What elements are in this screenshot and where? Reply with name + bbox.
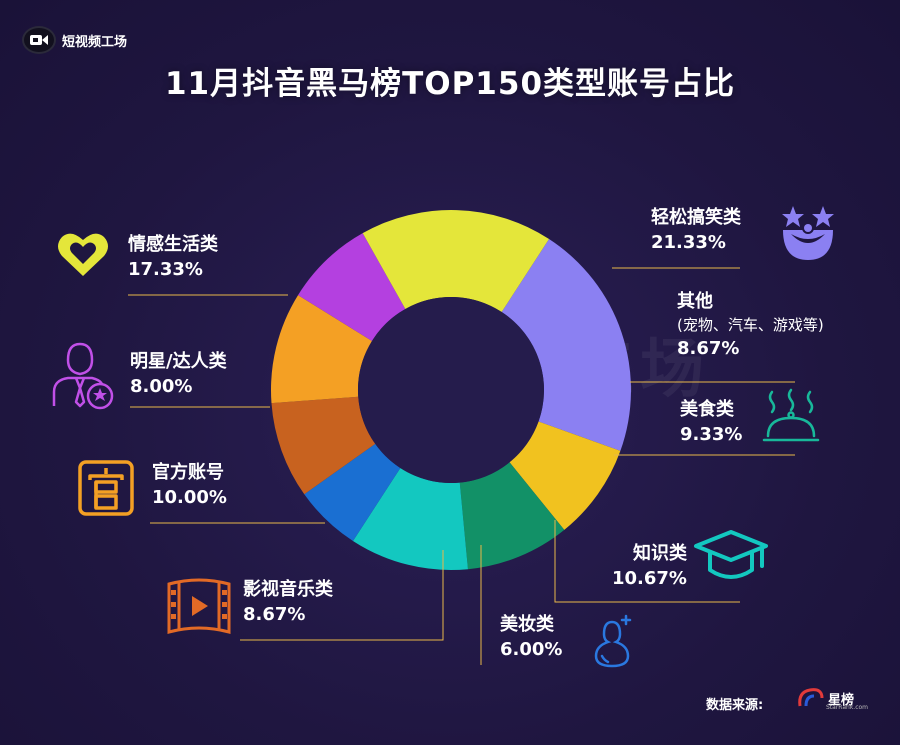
slice-label: 其他	[677, 291, 713, 312]
leader-line-zhishi	[554, 520, 740, 603]
donut-slice-8	[362, 210, 550, 313]
slice-label: 美妆类	[500, 614, 554, 635]
donut-slice-6	[271, 295, 372, 404]
label-meizhuang: 美妆类 6.00%	[500, 613, 562, 663]
label-guanfang: 官方账号 10.00%	[152, 461, 227, 511]
slice-label: 知识类	[632, 543, 687, 564]
makeup-sponge-icon	[594, 614, 632, 668]
food-cloche-icon	[762, 388, 820, 442]
donut-slice-1	[509, 421, 621, 530]
graduation-cap-icon	[694, 530, 768, 579]
video-camera-icon	[22, 26, 56, 54]
clown-face-icon	[782, 206, 834, 260]
slice-value: 8.67%	[243, 604, 306, 625]
data-source-label: 数据来源:	[706, 698, 764, 713]
celebrity-star-icon	[52, 342, 114, 410]
source-name: 星榜	[828, 692, 855, 708]
label-meishi: 美食类 9.33%	[680, 398, 742, 448]
donut-slice-2	[459, 462, 565, 570]
donut-hole	[358, 297, 544, 483]
label-zhishi: 知识类 10.67%	[612, 542, 687, 592]
donut-slice-4	[304, 443, 401, 541]
heart-icon	[58, 233, 108, 276]
label-qinggan: 情感生活类 17.33%	[128, 233, 218, 283]
source-small: StarRank.com	[826, 704, 869, 711]
brand-header: 短视频工场	[22, 26, 127, 54]
film-strip-icon	[167, 578, 231, 634]
slice-value: 17.33%	[128, 259, 203, 280]
donut-slice-3	[352, 467, 468, 571]
brand-name: 短视频工场	[62, 34, 128, 50]
slice-value: 8.00%	[130, 376, 193, 397]
label-mingxing: 明星/达人类 8.00%	[130, 350, 227, 400]
donut-slice-7	[298, 233, 406, 341]
slice-sublabel: (宠物、汽车、游戏等)	[677, 316, 824, 334]
slice-label: 美食类	[680, 399, 734, 420]
page-title: 11月抖音黑马榜TOP150类型账号占比	[164, 66, 736, 102]
slice-value: 9.33%	[680, 424, 743, 445]
slice-value: 10.00%	[152, 487, 227, 508]
label-yingshi: 影视音乐类 8.67%	[243, 578, 333, 628]
slice-label: 官方账号	[152, 462, 224, 483]
slice-value: 8.67%	[677, 338, 740, 359]
label-qita: 其他 (宠物、汽车、游戏等) 8.67%	[677, 290, 824, 362]
donut-slice-5	[271, 396, 376, 495]
leader-line-yingshi	[240, 550, 444, 641]
slice-label: 情感生活类	[128, 234, 218, 255]
slice-label: 明星/达人类	[130, 351, 227, 372]
slice-label: 轻松搞笑类	[651, 207, 741, 228]
official-seal-icon	[78, 460, 134, 516]
slice-value: 21.33%	[651, 232, 726, 253]
slice-label: 影视音乐类	[243, 579, 333, 600]
starrank-logo-icon	[798, 688, 824, 707]
label-qingsong: 轻松搞笑类 21.33%	[651, 206, 741, 256]
slice-value: 10.67%	[612, 568, 687, 589]
donut-slice-0	[501, 239, 631, 451]
source-logo: 星榜 StarRank.com	[796, 686, 868, 711]
slice-value: 6.00%	[500, 639, 563, 660]
